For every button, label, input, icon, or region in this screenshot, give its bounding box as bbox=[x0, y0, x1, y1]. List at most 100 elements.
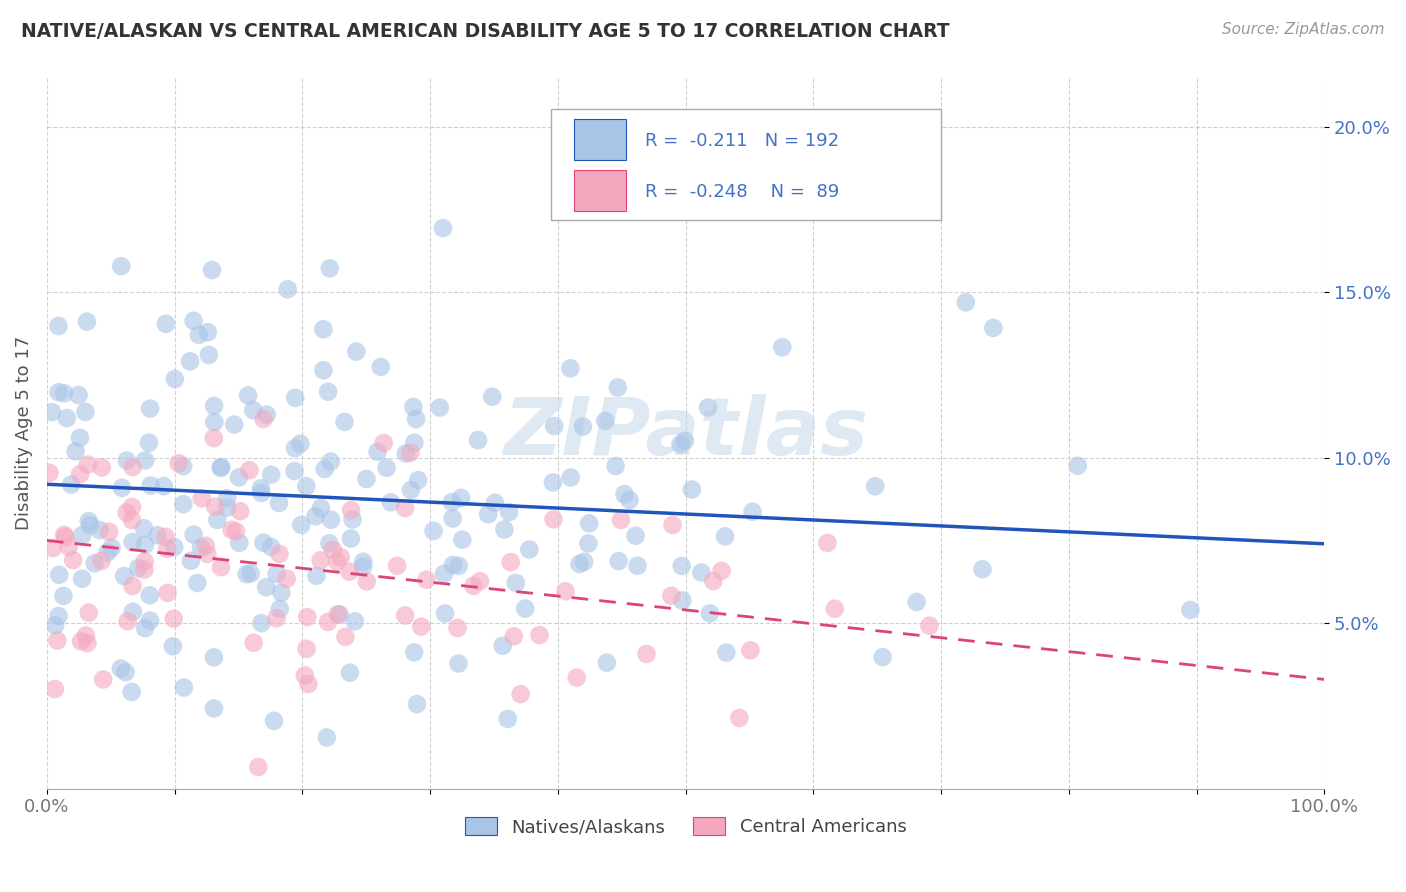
Point bbox=[62, 553, 84, 567]
Point bbox=[207, 513, 229, 527]
Point bbox=[69, 467, 91, 482]
Point bbox=[560, 470, 582, 484]
Point bbox=[247, 760, 270, 774]
Point bbox=[352, 559, 374, 574]
Point bbox=[121, 685, 143, 699]
Point bbox=[505, 575, 527, 590]
Point bbox=[77, 514, 100, 528]
Point bbox=[155, 530, 177, 544]
Point bbox=[572, 555, 595, 569]
Point bbox=[58, 540, 80, 554]
Point bbox=[294, 668, 316, 682]
Point bbox=[89, 523, 111, 537]
Text: R =  -0.211   N = 192: R = -0.211 N = 192 bbox=[645, 132, 839, 150]
Point bbox=[67, 388, 90, 402]
Point bbox=[619, 492, 641, 507]
Point bbox=[955, 295, 977, 310]
Point bbox=[194, 539, 217, 553]
Point bbox=[91, 673, 114, 687]
Point bbox=[239, 566, 262, 581]
Text: Source: ZipAtlas.com: Source: ZipAtlas.com bbox=[1222, 22, 1385, 37]
Point bbox=[468, 574, 491, 589]
Point bbox=[671, 593, 693, 607]
Point bbox=[112, 569, 135, 583]
Point bbox=[395, 446, 418, 460]
Point bbox=[180, 554, 202, 568]
Point bbox=[433, 566, 456, 581]
Point bbox=[515, 601, 537, 615]
Point bbox=[172, 497, 194, 511]
Point bbox=[79, 518, 101, 533]
Point bbox=[576, 536, 599, 550]
Point bbox=[209, 560, 232, 574]
Point bbox=[254, 580, 277, 594]
Point bbox=[463, 579, 485, 593]
Point bbox=[690, 566, 713, 580]
Point bbox=[326, 555, 349, 569]
Point bbox=[65, 444, 87, 458]
Point bbox=[139, 614, 162, 628]
Point bbox=[335, 630, 357, 644]
Point bbox=[250, 486, 273, 500]
Point bbox=[492, 639, 515, 653]
Point bbox=[195, 547, 218, 561]
Point bbox=[96, 545, 118, 559]
Point bbox=[224, 417, 246, 432]
Point bbox=[167, 456, 190, 470]
Point bbox=[406, 473, 429, 487]
Point bbox=[173, 681, 195, 695]
Point bbox=[770, 340, 793, 354]
Point bbox=[710, 564, 733, 578]
Point bbox=[385, 558, 408, 573]
Point bbox=[163, 372, 186, 386]
Point bbox=[267, 496, 290, 510]
Point bbox=[1180, 603, 1202, 617]
Point bbox=[48, 318, 70, 333]
Point bbox=[316, 615, 339, 629]
Point bbox=[225, 524, 247, 539]
Point bbox=[467, 433, 489, 447]
Point bbox=[260, 540, 283, 554]
Point bbox=[202, 701, 225, 715]
Point bbox=[163, 611, 186, 625]
Point bbox=[204, 500, 226, 514]
Point bbox=[399, 483, 422, 497]
Point bbox=[509, 687, 531, 701]
Point bbox=[671, 558, 693, 573]
Point bbox=[242, 636, 264, 650]
Point bbox=[624, 529, 647, 543]
Point bbox=[117, 614, 139, 628]
Point bbox=[270, 585, 292, 599]
Point bbox=[179, 354, 201, 368]
Point bbox=[76, 636, 98, 650]
Point bbox=[115, 453, 138, 467]
Point bbox=[434, 607, 457, 621]
Point bbox=[139, 478, 162, 492]
Point bbox=[70, 634, 93, 648]
Point bbox=[554, 584, 576, 599]
Point bbox=[447, 657, 470, 671]
Point bbox=[134, 538, 156, 552]
Point bbox=[284, 391, 307, 405]
Point bbox=[134, 621, 156, 635]
Point bbox=[187, 327, 209, 342]
Point bbox=[77, 606, 100, 620]
Point bbox=[60, 477, 83, 491]
Point bbox=[252, 412, 274, 426]
Point bbox=[121, 500, 143, 514]
Point bbox=[134, 453, 156, 467]
FancyBboxPatch shape bbox=[575, 169, 626, 211]
Point bbox=[256, 408, 278, 422]
Point bbox=[422, 524, 444, 538]
Legend: Natives/Alaskans, Central Americans: Natives/Alaskans, Central Americans bbox=[457, 810, 914, 844]
Point bbox=[121, 513, 143, 527]
Point bbox=[202, 431, 225, 445]
Point bbox=[319, 454, 342, 468]
Point bbox=[121, 460, 143, 475]
Point bbox=[572, 419, 595, 434]
Point bbox=[209, 460, 232, 475]
Point bbox=[44, 618, 66, 632]
Point bbox=[441, 558, 464, 572]
Point bbox=[517, 542, 540, 557]
Point bbox=[669, 437, 692, 451]
